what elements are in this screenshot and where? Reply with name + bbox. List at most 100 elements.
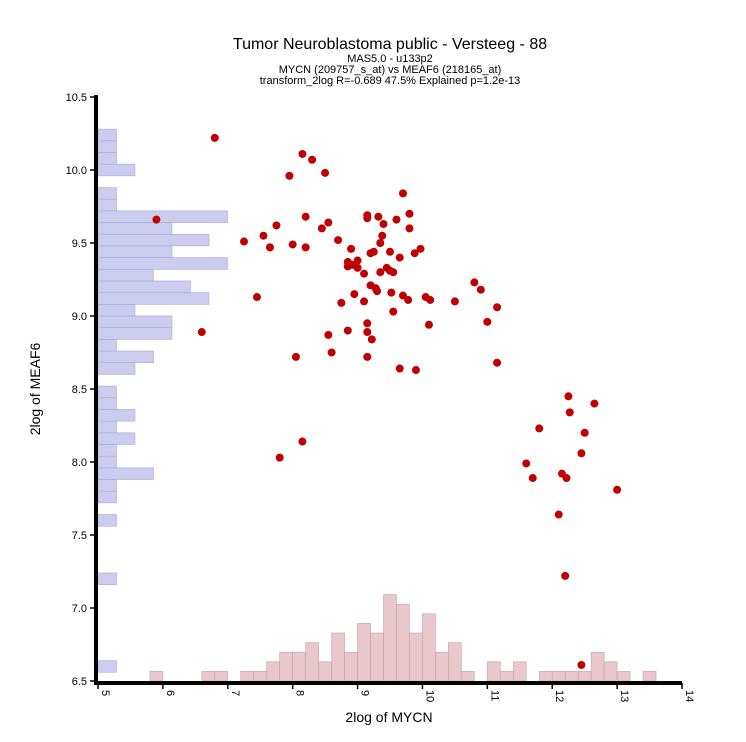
x-histogram-bar xyxy=(266,661,280,682)
data-point xyxy=(395,364,404,373)
x-tick-label: 10 xyxy=(423,690,435,702)
data-point xyxy=(387,288,396,297)
x-histogram-bar xyxy=(279,651,293,682)
x-tick-label: 6 xyxy=(164,690,176,696)
y-histogram-bar xyxy=(97,339,117,352)
y-tick-label: 10.0 xyxy=(66,165,87,177)
data-point xyxy=(363,319,372,328)
y-histogram-bar xyxy=(97,280,191,293)
x-histogram-bar xyxy=(577,671,592,682)
y-histogram-bar xyxy=(97,409,136,422)
y-histogram-bar xyxy=(97,455,117,469)
data-point xyxy=(369,247,378,256)
data-point xyxy=(317,224,326,233)
chart-subtitle-line-1: MAS5.0 - u133p2 xyxy=(347,53,433,65)
data-point xyxy=(405,224,414,233)
data-point xyxy=(476,285,485,294)
y-histogram-bar xyxy=(97,490,117,504)
data-point xyxy=(265,243,274,252)
y-histogram-bar xyxy=(97,397,117,410)
data-point xyxy=(580,428,589,437)
x-tick-label: 14 xyxy=(683,690,695,702)
y-histogram-bar xyxy=(97,198,117,212)
data-point xyxy=(378,231,387,240)
data-point xyxy=(450,297,459,306)
y-tick-label: 10.5 xyxy=(66,92,87,104)
x-histogram-bar xyxy=(344,651,358,682)
x-histogram-bar xyxy=(435,651,449,682)
data-point xyxy=(291,352,300,361)
data-point xyxy=(347,244,356,253)
data-point xyxy=(376,268,385,277)
data-point xyxy=(577,449,586,458)
data-point xyxy=(493,303,502,312)
y-tick-label: 8.0 xyxy=(72,457,87,469)
y-tick-label: 7.0 xyxy=(72,603,87,615)
x-histogram-bar xyxy=(564,671,579,682)
data-point xyxy=(288,240,297,249)
data-point xyxy=(298,437,307,446)
y-axis-label: 2log of MEAF6 xyxy=(27,342,43,435)
y-histogram-bar xyxy=(97,163,136,177)
data-point xyxy=(426,295,435,304)
data-point xyxy=(373,287,382,296)
data-point xyxy=(334,236,343,245)
y-histogram-bar xyxy=(97,514,117,527)
data-point xyxy=(301,212,310,221)
data-point xyxy=(360,297,369,306)
data-point xyxy=(321,168,330,177)
data-point xyxy=(363,328,372,337)
data-point xyxy=(410,249,419,258)
data-point xyxy=(337,298,346,307)
chart-title: Tumor Neuroblastoma public - Versteeg - … xyxy=(233,36,547,53)
chart-subtitle-line-2: MYCN (209757_s_at) vs MEAF6 (218165_at) xyxy=(279,64,502,76)
y-histogram-bar xyxy=(97,572,117,585)
y-histogram-bar xyxy=(97,210,228,223)
data-point xyxy=(562,474,571,483)
x-tick-label: 8 xyxy=(294,690,306,696)
data-point xyxy=(389,307,398,316)
y-histogram-bar xyxy=(97,315,173,328)
y-histogram-bar xyxy=(97,245,173,258)
data-point xyxy=(470,278,479,287)
x-histogram-bar xyxy=(642,671,657,682)
y-histogram-bar xyxy=(97,233,210,247)
x-histogram-bar xyxy=(370,632,384,682)
data-point xyxy=(493,358,502,367)
data-point xyxy=(152,215,161,224)
data-point xyxy=(376,239,385,247)
x-histogram-bar xyxy=(590,651,605,682)
y-tick-label: 6.5 xyxy=(72,676,87,688)
x-histogram-bar xyxy=(357,623,371,682)
x-axis-ticks: 5 6 7 8 9 10 11 12 13 14 xyxy=(97,683,695,702)
data-point xyxy=(411,366,420,375)
y-histogram-bar xyxy=(97,327,173,340)
data-point xyxy=(353,256,362,265)
x-histogram-bar xyxy=(331,632,345,682)
data-point xyxy=(285,171,294,180)
data-point xyxy=(367,335,376,344)
data-point xyxy=(379,220,388,229)
y-histogram-bar xyxy=(97,222,173,235)
data-point xyxy=(565,408,574,417)
data-point xyxy=(389,268,398,277)
data-point xyxy=(392,215,401,224)
x-histogram-bar xyxy=(616,671,631,682)
x-tick-label: 11 xyxy=(488,690,500,701)
data-point xyxy=(275,453,284,462)
data-point xyxy=(308,155,317,164)
y-histogram-bar xyxy=(97,268,154,282)
chart-subtitle-line-3: transform_2log R=-0.689 47.5% Explained … xyxy=(260,75,521,87)
data-point xyxy=(404,295,413,304)
x-histogram-bar xyxy=(201,671,216,682)
y-histogram-bar xyxy=(97,292,210,305)
x-histogram-bar xyxy=(396,603,410,682)
x-histogram-bar xyxy=(538,671,553,682)
data-point xyxy=(535,424,544,433)
data-point xyxy=(405,209,414,218)
data-point xyxy=(483,317,492,326)
data-point xyxy=(416,244,425,253)
y-tick-label: 9.5 xyxy=(72,238,87,250)
x-tick-label: 7 xyxy=(229,690,241,696)
y-histogram-bar xyxy=(97,432,136,445)
